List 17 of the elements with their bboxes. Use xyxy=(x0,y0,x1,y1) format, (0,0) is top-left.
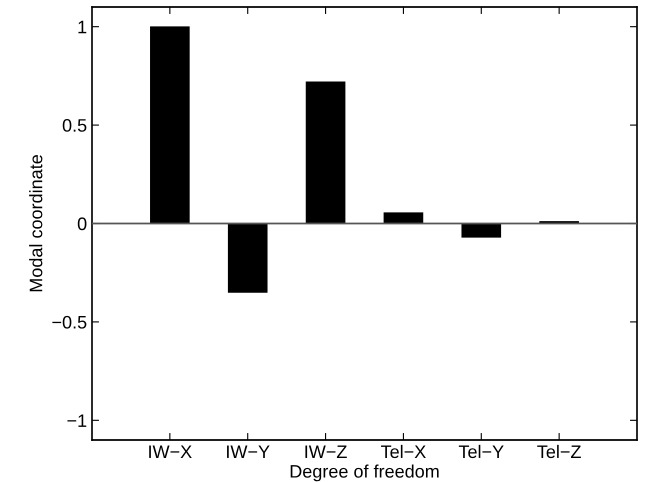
x-tick-label: Tel−Y xyxy=(458,444,504,458)
y-axis-title: Modal coordinate xyxy=(29,155,42,292)
x-tick-label: Tel−Z xyxy=(537,444,581,458)
x-tick-label: Tel−X xyxy=(381,444,426,458)
y-tick-label: −1 xyxy=(67,414,86,427)
bar xyxy=(461,223,502,238)
x-tick-label: IW−Z xyxy=(305,446,347,458)
y-tick-label: −0.5 xyxy=(52,316,86,329)
y-tick-label: 0.5 xyxy=(62,119,86,132)
bar xyxy=(150,26,190,224)
x-tick-label: IW−X xyxy=(149,446,192,458)
bar xyxy=(306,81,346,224)
y-tick-label: 1 xyxy=(78,20,86,34)
x-tick-label: IW−Y xyxy=(227,446,270,458)
y-tick-label: 0 xyxy=(78,217,86,230)
bar xyxy=(228,223,268,293)
x-axis-title: Degree of freedom xyxy=(290,464,439,482)
